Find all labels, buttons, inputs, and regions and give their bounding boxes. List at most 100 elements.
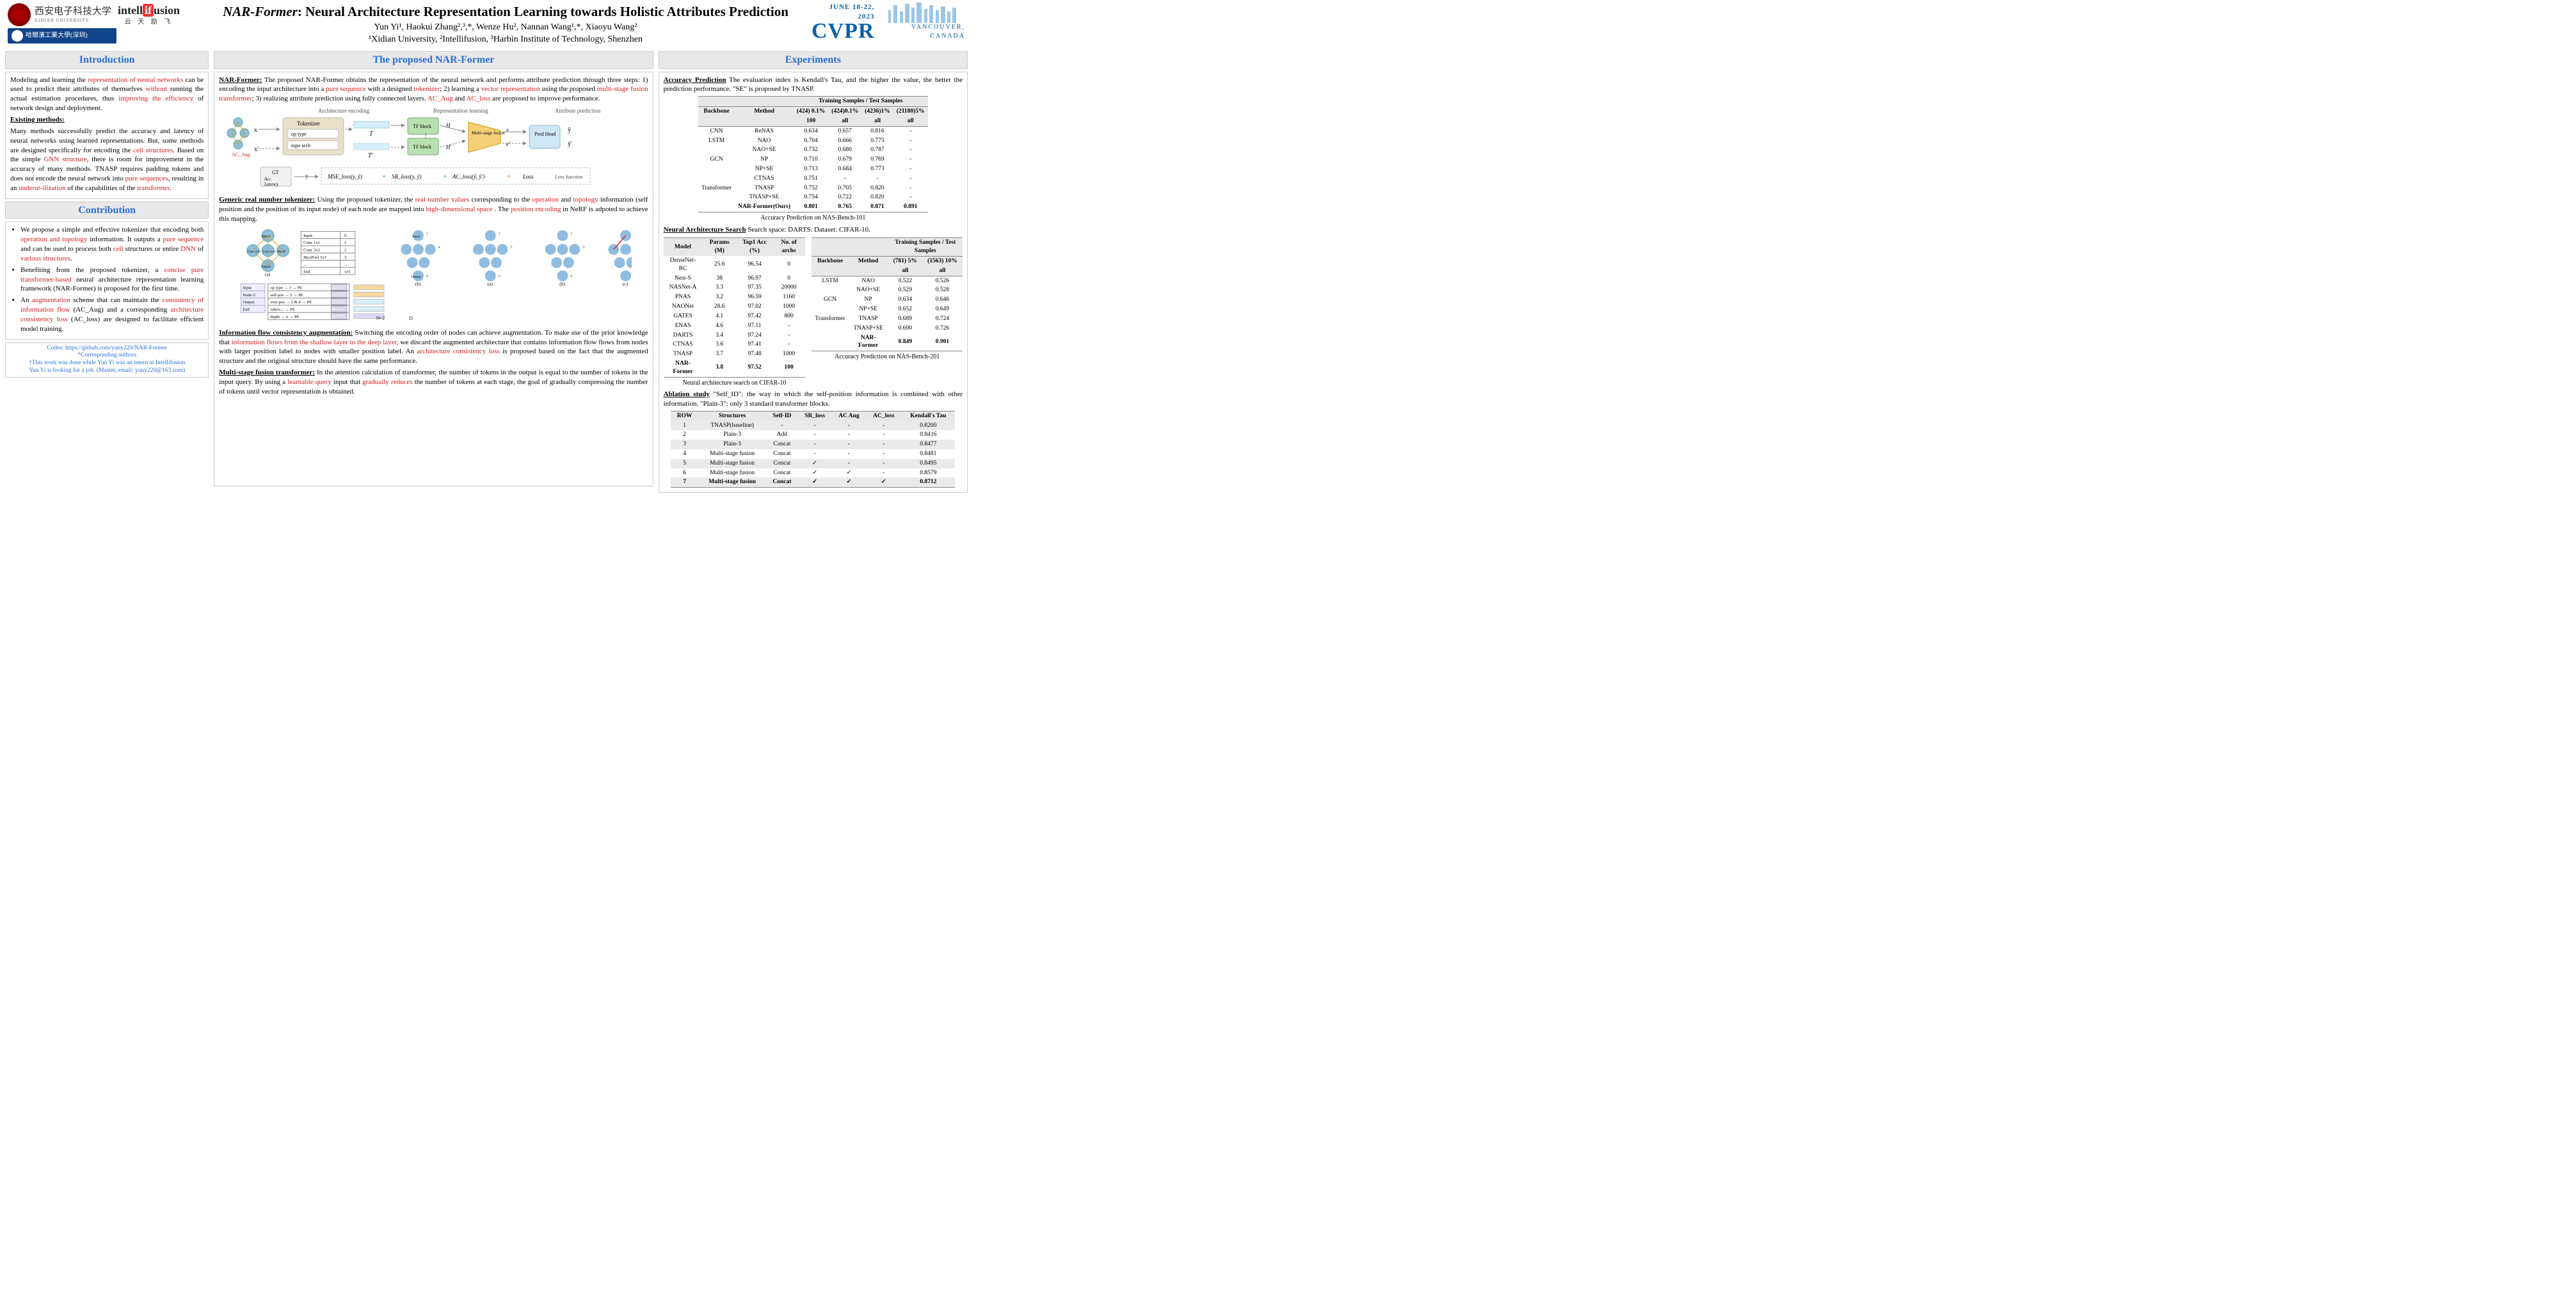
input-graph-icon: AC_Aug [227, 118, 250, 157]
m-id: architecture consistency loss [417, 347, 500, 355]
exp-head: Experiments [659, 51, 968, 69]
svg-text:(a): (a) [488, 281, 493, 287]
m-p1l: AC_loss [466, 95, 490, 102]
svg-text:(c): (c) [623, 281, 628, 287]
m-p1f: vector representation [481, 85, 541, 93]
svg-text:...: ... [344, 262, 348, 267]
svg-text:=: = [507, 173, 511, 180]
svg-text:T': T' [368, 152, 374, 159]
m-p1c: with a designed [366, 85, 414, 93]
m-tkc: corresponding to the [469, 196, 532, 204]
svg-text:e': e' [506, 141, 511, 147]
lbl-fusion: Multi-stage fusion [472, 131, 505, 136]
pe-rows: InputNode-5OutputEndop type → 3 → PEself… [241, 284, 385, 319]
lbl-gt: GT [272, 170, 279, 175]
svg-text:D: D [410, 315, 413, 321]
svg-text:Node-5: Node-5 [243, 293, 256, 298]
svg-text:+: + [382, 173, 386, 180]
lbl-topo: topo arch [291, 143, 310, 148]
svg-text:(b): (b) [415, 281, 421, 287]
svg-text:Conv 3x3: Conv 3x3 [304, 248, 321, 252]
svg-text:...: ... [304, 262, 307, 267]
contrib-head: Contribution [5, 202, 209, 220]
svg-text:MaxP: MaxP [277, 250, 285, 253]
paper-title: NAR-Former: Neural Architecture Represen… [200, 3, 812, 20]
c-b1e: and can be used to process both [20, 245, 113, 253]
intro-p1a: Modeling and learning the [10, 76, 88, 84]
nar-h: NAR-Former: [219, 76, 262, 84]
svg-text:depth → 6 → PE: depth → 6 → PE [271, 314, 300, 319]
svg-text:Input: Input [243, 285, 252, 290]
nas-intro: Search space: DARTS. Dataset: CIFAR-10. [746, 226, 870, 234]
svg-text:1e5: 1e5 [344, 269, 351, 274]
t2a-caption: Neural architecture search on CIFAR-10 [664, 379, 806, 388]
lbl-ac: AC_loss(ŷ, ŷ') [452, 173, 484, 180]
intro-p1b: representation of neural networks [88, 76, 183, 84]
svg-text:N×2: N×2 [376, 315, 385, 321]
svg-text:End: End [304, 269, 311, 274]
lbl-tf1: TF block [413, 124, 431, 129]
m-tki: . The [493, 205, 511, 213]
svg-text:+: + [443, 173, 447, 180]
svg-text:ŷ': ŷ' [568, 141, 572, 148]
svg-text:(a): (a) [265, 271, 271, 277]
svg-text:T: T [369, 131, 374, 138]
m-md: gradually reduces [362, 378, 412, 386]
lbl-loss: Loss [522, 173, 534, 180]
intro-head: Introduction [5, 51, 209, 69]
table-ablation: ROWStructuresSelf-IDSR_lossAC AugAC_loss… [671, 411, 955, 488]
svg-text:2: 2 [344, 248, 346, 252]
svg-text:3: 3 [582, 244, 585, 249]
svg-text:Conv1x1: Conv1x1 [263, 250, 276, 253]
m-tke: and [559, 196, 573, 204]
c-b1d: pure sequence [163, 236, 204, 243]
logos-right: JUNE 18-22, 2023 CVPR VANCOUVER, CANADA [812, 3, 965, 41]
table-nasbench201: Training Samples / Test SamplesBackboneM… [812, 237, 963, 351]
contrib-b1: We propose a simple and effective tokeni… [20, 225, 204, 263]
m-p1m: are proposed to improve performance. [490, 95, 600, 102]
c-b3b: augmentation [32, 296, 70, 304]
m-mc: input that [332, 378, 363, 386]
cell-a-icon: Input Conv3x3 Conv1x1 MaxP Output (a) [247, 229, 289, 276]
cvpr-logo: CVPR [812, 22, 874, 42]
intro-p1d: without [146, 85, 168, 93]
svg-text:1: 1 [344, 241, 346, 245]
svg-text:Input: Input [413, 235, 420, 239]
c-b1f: cell [113, 245, 124, 253]
contrib-panel: We propose a simple and effective tokeni… [5, 221, 209, 339]
svg-text:1: 1 [426, 232, 428, 236]
header: 西安电子科技大学 XIDIAN UNIVERSITY intellifusion… [0, 0, 973, 51]
tokenizer-diagram: Input Conv3x3 Conv1x1 MaxP Output (a) In… [235, 227, 632, 326]
c-b1b: operation and topology [20, 236, 87, 243]
intro-p2k: . [170, 184, 172, 192]
intelli-text-2: usion [154, 4, 180, 17]
c-b1i: of [196, 245, 204, 253]
nas-h: Neural Architecture Search [664, 226, 746, 234]
svg-text:op type → 3 → PE: op type → 3 → PE [271, 285, 303, 290]
m-p1g: using the proposed [540, 85, 597, 93]
intro-p2h: underut-ilization [19, 184, 65, 192]
svg-text:End: End [243, 307, 250, 312]
svg-text:Output: Output [243, 300, 255, 305]
acc-h: Accuracy Prediction [664, 76, 726, 84]
harbin-cn: 哈爾濱工業大學(深圳) [26, 31, 88, 40]
m-tkb: real number values [415, 196, 470, 204]
cvpr-city: VANCOUVER, CANADA [878, 23, 965, 40]
contrib-b3: An augmentation scheme that can maintain… [20, 296, 204, 333]
table-nasbench101: Training Samples / Test SamplesBackboneM… [698, 96, 928, 212]
c-b1j: various structures [20, 255, 70, 262]
ifc-h: Information flow consistency augmentatio… [219, 329, 353, 337]
c-b3a: An [20, 296, 32, 304]
title-rest: : Neural Architecture Representation Lea… [298, 4, 788, 19]
footnote-panel: Codes: https://github.com/yuny220/NAR-Fo… [5, 342, 209, 378]
exp-panel: Accuracy Prediction The evaluation index… [659, 72, 968, 493]
intelli-text-1: intell [118, 4, 143, 17]
msf-h: Multi-stage fusion transformer: [219, 369, 315, 376]
svg-text:1: 1 [499, 232, 500, 236]
cells-bcd-icon: Input1 2 3 4 5 Output6 (b) 1 2 4 [401, 230, 632, 286]
m-tkj: position encoding [511, 205, 561, 213]
intro-p2d: GNN structure [44, 156, 86, 163]
table-cifar10: ModelParams (M)Top1 Acc (%)No. of archsD… [664, 237, 806, 377]
intro-panel: Modeling and learning the representation… [5, 72, 209, 199]
svg-text:6: 6 [571, 274, 573, 278]
